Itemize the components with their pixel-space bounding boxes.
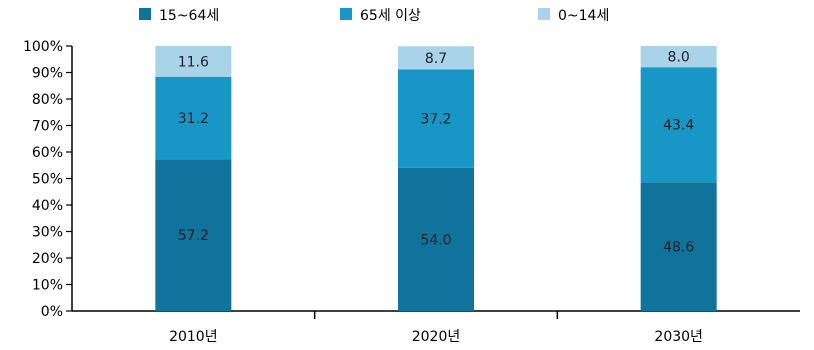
y-tick-label: 10% <box>32 278 63 294</box>
bar-segment <box>398 46 474 70</box>
y-tick-label: 20% <box>32 251 63 267</box>
y-tick-label: 80% <box>32 92 63 108</box>
bar-segment <box>640 182 717 311</box>
bar-value-label: 37.2 <box>420 112 451 128</box>
bar-value-label: 8.0 <box>668 50 690 66</box>
y-tick-label: 50% <box>32 172 63 188</box>
bar-value-label: 54.0 <box>420 232 451 248</box>
y-tick-label: 40% <box>32 198 63 214</box>
y-tick-label: 100% <box>23 39 63 55</box>
y-tick-label: 30% <box>32 225 63 241</box>
legend-swatch <box>340 8 352 20</box>
bar-value-label: 8.7 <box>425 51 447 67</box>
x-axis: 2010년 2020년 2030년 <box>72 310 800 345</box>
legend: 15~64세 65세 이상 0~14세 <box>139 8 609 24</box>
bar-segment <box>398 167 474 311</box>
bars <box>155 46 717 311</box>
legend-label: 65세 이상 <box>360 8 421 24</box>
bar-segment <box>155 46 232 77</box>
bar-segment <box>155 76 232 160</box>
legend-label: 0~14세 <box>558 8 609 24</box>
y-axis: 0% 10% 20% 30% 40% 50% 60% 70% 80% 90% 100% <box>23 39 73 320</box>
bar-value-label: 31.2 <box>178 111 209 127</box>
legend-swatch <box>538 8 550 20</box>
bar-segment <box>155 159 232 311</box>
x-tick-label: 2030년 <box>654 329 703 345</box>
legend-label: 15~64세 <box>159 8 219 24</box>
y-tick-label: 90% <box>32 66 63 82</box>
bar-value-label: 11.6 <box>178 54 209 70</box>
bar-value-label: 43.4 <box>663 118 694 134</box>
bar-value-label: 57.2 <box>178 228 209 244</box>
x-tick-label: 2010년 <box>169 329 218 345</box>
bar-value-label: 48.6 <box>663 240 694 256</box>
legend-swatch <box>139 8 151 20</box>
bar-segment <box>398 69 474 168</box>
bar-segment <box>640 67 717 183</box>
bar-segment <box>640 46 717 68</box>
x-tick-label: 2020년 <box>412 329 461 345</box>
y-tick-label: 0% <box>41 304 63 320</box>
y-tick-label: 60% <box>32 145 63 161</box>
y-tick-label: 70% <box>32 119 63 135</box>
data-labels: 57.2 31.2 11.6 54.0 37.2 8.7 48.6 43.4 8.0 <box>178 50 695 256</box>
